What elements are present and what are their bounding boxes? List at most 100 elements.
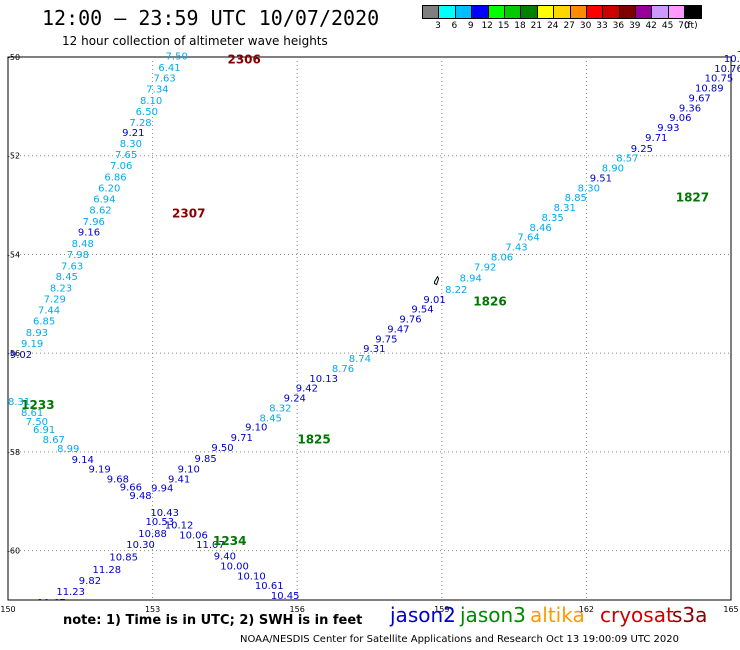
wave-height-value: 9.67 (689, 93, 711, 104)
x-tick-label: 150 (0, 605, 15, 614)
wave-height-value: 9.19 (88, 465, 110, 476)
wave-height-value: 9.71 (645, 133, 667, 144)
wave-height-value: 7.44 (38, 306, 60, 317)
satellite-altika: altika (530, 603, 585, 627)
wave-height-value: 11.07 (196, 540, 225, 551)
legend-label: 30 (579, 21, 592, 31)
wave-height-value: 7.06 (110, 161, 132, 172)
pass-time-label: 1827 (676, 191, 709, 205)
wave-height-value: 10.88 (138, 529, 167, 540)
wave-height-value: 9.66 (120, 482, 142, 493)
y-tick-label: -60 (7, 547, 20, 556)
x-tick-label: 153 (145, 605, 160, 614)
wave-height-value: 8.22 (445, 285, 467, 296)
wave-height-value: 9.71 (231, 433, 253, 444)
wave-height-value: 6.20 (98, 183, 120, 194)
wave-height-value: 8.61 (21, 408, 43, 419)
legend-label: 42 (645, 21, 657, 31)
wave-height-value: 9.14 (72, 455, 94, 466)
x-tick-label: 162 (579, 605, 594, 614)
wave-height-value: 9.48 (129, 491, 151, 502)
legend-label: 3 (435, 21, 441, 31)
wave-height-value: 8.10 (140, 96, 162, 107)
wave-height-value: 6.86 (104, 172, 126, 183)
satellite-cryosat: cryosat (600, 603, 674, 627)
legend-label: 70 (678, 21, 690, 31)
pass-time-label: 1234 (213, 534, 246, 548)
legend-label: 45 (661, 21, 674, 31)
x-tick-label: 156 (290, 605, 305, 614)
wave-height-value: 9.01 (423, 295, 445, 306)
wave-height-value: 8.31 (8, 397, 30, 408)
wave-height-value: 9.21 (122, 128, 144, 139)
legend-label: 24 (547, 21, 559, 31)
color-legend (422, 5, 702, 19)
footnote: note: 1) Time is in UTC; 2) SWH is in fe… (63, 613, 363, 628)
wave-height-value: 10.83 (6, 619, 35, 630)
wave-height-value: 8.35 (542, 213, 564, 224)
wave-height-value: 10.06 (179, 530, 208, 541)
wave-height-value: 9.47 (387, 324, 409, 335)
page-subtitle: 12 hour collection of altimeter wave hei… (62, 34, 328, 48)
wave-height-value: 6.91 (33, 425, 55, 436)
wave-height-value: 8.46 (529, 223, 551, 234)
wave-height-value: 7.43 (505, 243, 527, 254)
legend-label: 33 (596, 21, 608, 31)
legend-label: 36 (612, 21, 625, 31)
satellite-jason3: jason3 (460, 603, 526, 627)
wave-height-value: 9.24 (284, 394, 306, 405)
wave-height-value: 8.99 (57, 444, 79, 455)
wave-height-value: 10.13 (309, 374, 338, 385)
legend-label: 27 (563, 21, 575, 31)
wave-height-value: 9.36 (679, 103, 701, 114)
wave-height-value: 10.45 (271, 591, 300, 602)
wave-height-value: 9.25 (631, 144, 653, 155)
wave-height-value: 9.68 (107, 475, 129, 486)
wave-height-value: 10.89 (695, 84, 724, 95)
wave-height-value: 8.23 (50, 283, 72, 294)
wave-height-value: 9.06 (669, 113, 691, 124)
wave-height-value: 9.93 (657, 123, 679, 134)
wave-height-value: 9.41 (168, 475, 190, 486)
wave-height-value: 10.85 (109, 553, 138, 564)
wave-height-value: 8.06 (491, 252, 513, 263)
wave-height-value: 9.50 (211, 443, 233, 454)
wave-height-value: 9.76 (399, 315, 421, 326)
wave-height-value: 8.31 (554, 203, 576, 214)
wave-height-value: 10.75 (705, 74, 734, 85)
wave-height-value: 8.85 (565, 193, 587, 204)
satellite-jason2: jason2 (390, 603, 456, 627)
wave-height-value: 8.45 (56, 272, 78, 283)
wave-height-value: 9.40 (214, 552, 236, 563)
wave-height-value: 7.50 (26, 417, 48, 428)
wave-height-value: 9.54 (411, 305, 433, 316)
wave-height-value: 9.31 (363, 344, 385, 355)
wave-height-value: 6.94 (93, 195, 115, 206)
wave-height-value: 9.19 (21, 339, 43, 350)
wave-height-value: 9.80 (737, 44, 740, 55)
wave-height-value: 8.62 (89, 205, 111, 216)
wave-height-value: 9.02 (10, 350, 32, 361)
wave-height-value: 7.34 (146, 85, 168, 96)
pass-time-label: 2307 (172, 206, 205, 220)
legend-label: 39 (629, 21, 641, 31)
wave-height-value: 8.45 (260, 413, 282, 424)
wave-height-value: 10.43 (150, 508, 179, 519)
pass-time-label: 1826 (473, 294, 506, 308)
map-frame (7, 56, 732, 601)
page-title: 12:00 — 23:59 UTC 10/07/2020 (42, 6, 380, 30)
pass-time-label: 2306 (227, 52, 260, 66)
wave-height-value: 9.85 (194, 454, 216, 465)
satellite-s3a: s3a (672, 603, 708, 627)
y-tick-label: -54 (7, 250, 20, 259)
wave-height-value: 9.10 (178, 465, 200, 476)
island-outline (434, 275, 440, 286)
wave-height-value: 8.57 (616, 154, 638, 165)
wave-height-value: 6.85 (33, 317, 55, 328)
legend-label: 9 (467, 21, 474, 31)
x-tick-label: 159 (434, 605, 449, 614)
credit-line: NOAA/NESDIS Center for Satellite Applica… (240, 634, 679, 645)
wave-height-value: 8.90 (602, 164, 624, 175)
wave-height-value: 9.51 (590, 173, 612, 184)
wave-height-value: 9.10 (245, 423, 267, 434)
